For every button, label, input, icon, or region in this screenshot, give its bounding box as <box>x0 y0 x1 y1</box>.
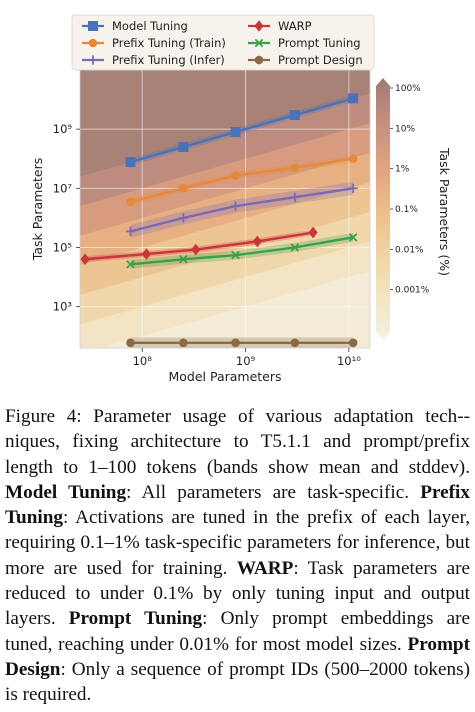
y-tick-label: 10³ <box>53 300 73 314</box>
figure-caption: Figure 4: Parameter usage of various ada… <box>5 404 470 708</box>
prompt-design-point <box>348 338 358 348</box>
caption-prefix-tuning-text: : Activations are tuned in the prefix of… <box>5 507 470 579</box>
prefix-tuning-infer-point <box>348 183 358 193</box>
prefix-tuning-infer-point <box>290 192 300 202</box>
series-markers <box>80 93 359 348</box>
y-tick-label: 10⁹ <box>53 122 73 136</box>
prompt-tuning-point <box>231 250 240 260</box>
caption-prompt-design-text: : Only a sequence of prompt IDs (500–200… <box>5 658 470 706</box>
prompt-design-point <box>290 338 300 348</box>
model-tuning-point <box>289 110 300 121</box>
warp-point <box>80 253 90 266</box>
colorbar-tick-label: 0.01% <box>395 245 424 255</box>
percentage-band <box>80 70 370 177</box>
prefix-tuning-train-point <box>179 184 188 193</box>
prompt-tuning-point-b <box>126 260 135 269</box>
legend-prompt-tuning-marker-b <box>254 38 264 48</box>
caption-model-tuning-text: : All parameters are task-specific. <box>126 481 410 503</box>
caption-prompt-tuning-text: : Only prompt embeddings are tuned, reac… <box>5 608 470 655</box>
caption-prefix-tuning-term: Prefix Tuning <box>5 481 470 529</box>
colorbar-tick-label: 0.001% <box>395 286 430 296</box>
y-tick-label: 10⁷ <box>53 181 73 195</box>
caption-prompt-design-term: Prompt Design <box>5 633 470 680</box>
grid-lines <box>80 70 370 348</box>
caption-intro: Parameter usage of various adaptation te… <box>5 406 470 478</box>
prompt-tuning-point <box>179 255 188 264</box>
warp-point <box>191 243 201 256</box>
prefix-tuning-train-point <box>290 163 300 172</box>
caption-warp-text: : Task parameters are reduced to under 0… <box>5 557 470 630</box>
x-tick-label: 10¹⁰ <box>337 354 361 368</box>
legend-prefix-tuning-infer-marker <box>88 55 98 65</box>
caption-warp-term: WARP <box>236 557 294 579</box>
y-axis-label: Task Parameters <box>30 158 45 262</box>
x-axis-label: Model Parameters <box>168 369 281 384</box>
colorbar-tick-label: 100% <box>395 84 421 94</box>
prefix-tuning-infer-point <box>230 201 241 211</box>
prompt-tuning-point-b <box>231 250 240 260</box>
legend-prompt-design-marker <box>254 55 264 65</box>
legend-prompt-design-label: Prompt Design <box>278 53 363 67</box>
colorbar-tick-label: 10% <box>395 124 415 134</box>
warp-point <box>141 248 152 260</box>
prompt-tuning-point <box>348 233 358 242</box>
colorbar-tick-label: 1% <box>395 165 410 175</box>
model-tuning-point <box>348 93 359 104</box>
legend: Model Tuning WARP Prefix Tuning (Train) Pro… <box>71 14 375 71</box>
prompt-tuning-point-b <box>179 255 188 264</box>
caption-model-tuning-term: Model Tuning <box>5 481 127 503</box>
warp-point <box>308 226 318 239</box>
model-tuning-point <box>178 141 189 152</box>
legend-prompt-tuning-label: Prompt Tuning <box>278 36 361 50</box>
prompt-tuning-point <box>126 260 135 269</box>
caption-prompt-tuning-term: Prompt Tuning <box>68 608 203 630</box>
legend-warp-label: WARP <box>278 19 312 33</box>
legend-model-tuning-marker <box>88 20 99 31</box>
prompt-tuning-point <box>290 243 300 252</box>
colorbar-label: Task Parameters (%) <box>437 147 452 276</box>
legend-prefix-tuning-train-label: Prefix Tuning (Train) <box>112 36 226 50</box>
legend-model-tuning-label: Model Tuning <box>112 19 188 33</box>
legend-prompt-tuning-marker <box>254 38 264 48</box>
prompt-design-point <box>231 338 240 348</box>
prompt-tuning-point-b <box>290 243 300 252</box>
figure: 10⁸ 10⁹ 10¹⁰ 10³ 10⁵ 10⁷ 10⁹ Model Parameters Ta… <box>30 14 452 384</box>
prefix-tuning-infer-point <box>125 226 136 236</box>
prompt-tuning-point-b <box>348 233 358 242</box>
legend-prefix-tuning-infer-label: Prefix Tuning (Infer) <box>112 53 225 67</box>
colorbar-gradient <box>376 78 390 340</box>
prefix-tuning-infer-point <box>178 213 188 223</box>
model-tuning-point <box>125 157 136 168</box>
caption-figure-label: Figure 4: <box>5 406 82 427</box>
x-tick-label: 10⁸ <box>133 354 153 368</box>
colorbar-tick-label: 0.1% <box>395 205 418 215</box>
prefix-tuning-train-point <box>231 171 240 180</box>
colorbar: 100% 10% 1% 0.1% 0.01% 0.001% Task Parameters … <box>376 78 452 340</box>
legend-warp-marker <box>254 20 264 32</box>
prefix-tuning-train-point <box>348 154 358 164</box>
model-tuning-point <box>230 127 241 138</box>
prompt-design-point <box>179 338 188 348</box>
prefix-tuning-train-point <box>126 197 135 207</box>
legend-box <box>71 14 375 71</box>
warp-point <box>252 235 262 248</box>
prompt-design-point <box>126 338 135 348</box>
y-tick-label: 10⁵ <box>53 240 73 254</box>
x-tick-label: 10⁹ <box>236 354 256 368</box>
legend-prefix-tuning-train-marker <box>88 38 98 48</box>
